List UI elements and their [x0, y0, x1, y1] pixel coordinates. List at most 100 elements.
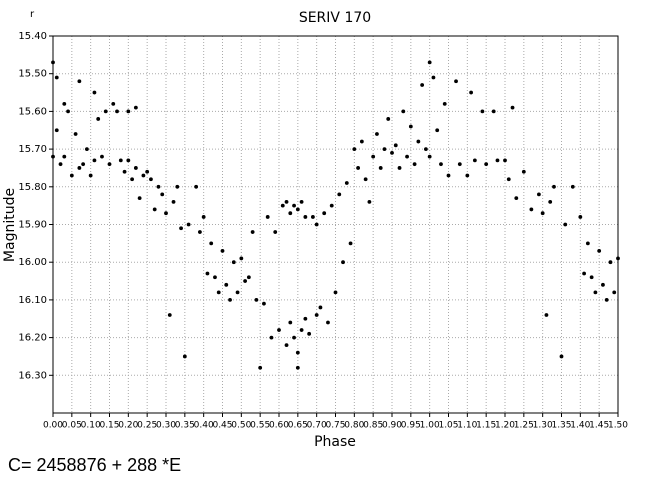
data-point	[344, 181, 349, 185]
data-point	[465, 173, 470, 178]
x-tick-label: 1.35	[551, 421, 571, 431]
data-point	[213, 275, 217, 280]
data-point	[96, 117, 101, 121]
x-axis-label: Phase	[314, 434, 356, 450]
data-point	[307, 331, 312, 336]
data-point	[514, 196, 519, 201]
footnote: C= 2458876 + 288 *E	[8, 455, 181, 475]
data-point	[601, 282, 605, 287]
data-point	[115, 109, 119, 114]
data-point	[593, 290, 598, 295]
data-point	[424, 147, 428, 152]
data-point	[416, 139, 421, 144]
data-point	[299, 328, 304, 332]
data-point	[100, 154, 104, 159]
x-tick-label: 1.25	[514, 421, 534, 431]
x-tick-label: 0.90	[382, 421, 402, 431]
x-tick-label: 0.55	[250, 421, 270, 431]
data-point	[382, 147, 387, 152]
data-point	[284, 343, 289, 348]
data-point	[427, 154, 432, 159]
grid: 0.000.050.100.150.200.250.300.350.400.45…	[18, 31, 628, 431]
data-point	[314, 222, 319, 227]
data-point	[333, 290, 338, 295]
data-point	[152, 207, 157, 212]
x-tick-label: 0.00	[43, 421, 63, 431]
x-tick-label: 0.30	[156, 421, 176, 431]
data-point	[386, 117, 391, 121]
x-tick-label: 0.70	[307, 421, 327, 431]
data-point	[58, 162, 63, 167]
x-tick-label: 0.50	[231, 421, 251, 431]
data-point	[224, 282, 229, 287]
data-point	[85, 147, 89, 152]
data-point	[254, 298, 259, 302]
data-point	[329, 203, 334, 208]
data-point	[216, 290, 221, 295]
data-point	[314, 313, 319, 317]
data-point	[111, 101, 116, 106]
data-point	[54, 75, 59, 80]
corner-label: r	[30, 9, 35, 20]
data-point	[182, 354, 187, 359]
data-point	[288, 320, 293, 325]
x-tick-label: 1.20	[495, 421, 515, 431]
y-tick-label: 15.60	[18, 106, 47, 117]
data-point	[405, 154, 409, 159]
x-tick-label: 0.45	[212, 421, 232, 431]
data-point	[371, 154, 376, 159]
data-point	[228, 298, 232, 302]
data-point	[92, 90, 97, 95]
data-point	[81, 162, 86, 167]
data-point	[503, 158, 507, 163]
data-point	[529, 207, 534, 212]
data-point	[77, 79, 82, 84]
data-point	[103, 109, 108, 114]
data-point	[118, 158, 123, 163]
data-point	[352, 147, 357, 152]
data-point	[435, 128, 440, 133]
data-point	[88, 173, 93, 178]
data-point	[552, 184, 556, 189]
y-tick-label: 16.00	[18, 257, 47, 268]
data-point	[311, 215, 315, 219]
points	[51, 60, 620, 370]
data-point	[277, 328, 281, 332]
data-point	[54, 128, 59, 133]
data-point	[563, 222, 568, 227]
data-point	[62, 101, 67, 106]
data-point	[198, 230, 202, 234]
y-tick-label: 16.30	[18, 370, 47, 381]
data-point	[107, 162, 112, 167]
data-point	[589, 275, 594, 280]
x-tick-label: 1.30	[533, 421, 553, 431]
data-point	[209, 241, 214, 246]
data-point	[295, 207, 300, 212]
data-point	[484, 162, 489, 167]
x-tick-label: 0.10	[81, 421, 101, 431]
x-tick-label: 0.25	[137, 421, 157, 431]
y-tick-label: 15.40	[18, 31, 47, 42]
data-point	[156, 184, 161, 189]
data-point	[250, 230, 255, 234]
data-point	[510, 105, 515, 110]
x-tick-label: 1.15	[476, 421, 496, 431]
data-point	[472, 158, 477, 163]
data-point	[273, 230, 278, 234]
y-tick-label: 15.80	[18, 182, 47, 193]
x-tick-label: 1.50	[608, 421, 628, 431]
data-point	[582, 271, 586, 276]
data-point	[375, 132, 379, 136]
x-tick-label: 1.40	[570, 421, 590, 431]
data-point	[235, 290, 240, 295]
data-point	[348, 241, 353, 246]
data-point	[341, 260, 345, 265]
data-point	[292, 335, 296, 340]
data-point	[243, 279, 248, 283]
data-point	[469, 90, 473, 95]
data-point	[292, 203, 296, 208]
data-point	[145, 169, 150, 174]
data-point	[578, 215, 583, 219]
data-point	[77, 166, 82, 170]
data-point	[246, 275, 251, 280]
